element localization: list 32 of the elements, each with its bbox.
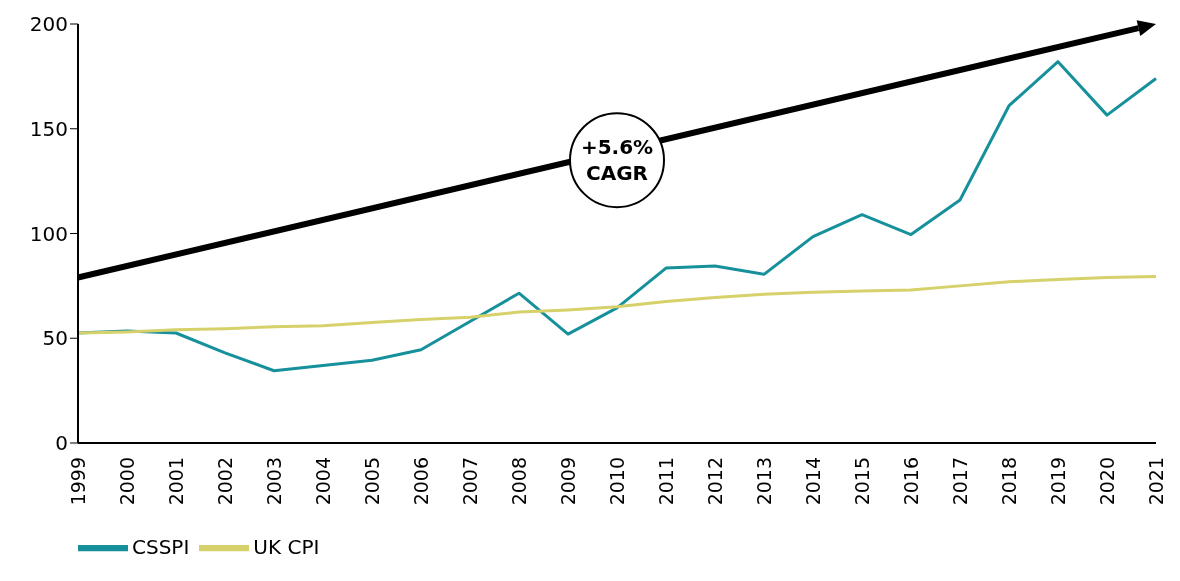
y-tick-label: 150 bbox=[29, 116, 68, 141]
x-tick-label: 2003 bbox=[263, 457, 285, 506]
y-tick-label: 50 bbox=[42, 326, 68, 351]
line-series bbox=[76, 274, 1158, 335]
x-tick-label: 2006 bbox=[410, 457, 432, 506]
x-tick-label: 2014 bbox=[802, 457, 824, 506]
x-tick-label: 2017 bbox=[949, 457, 971, 506]
x-tick-label: 2011 bbox=[655, 457, 677, 506]
legend-label: UK CPI bbox=[253, 534, 320, 559]
annotation: +5.6% CAGR bbox=[580, 135, 654, 186]
x-tick-label: 2004 bbox=[312, 457, 334, 506]
legend-label: CSSPI bbox=[132, 534, 190, 559]
x-tick-label: 2010 bbox=[606, 457, 628, 506]
x-tick-label: 2008 bbox=[508, 457, 530, 506]
x-tick-label: 2019 bbox=[1047, 457, 1069, 506]
x-tick-label: 2009 bbox=[557, 457, 579, 506]
x-tick-label: 2012 bbox=[704, 457, 726, 506]
x-tick-label: 2021 bbox=[1145, 457, 1167, 506]
x-tick-label: 2016 bbox=[900, 457, 922, 506]
x-tick-label: 2007 bbox=[459, 457, 481, 506]
x-tick-label: 2005 bbox=[361, 457, 383, 506]
y-tick-label: 100 bbox=[29, 221, 68, 246]
x-tick-label: 2015 bbox=[851, 457, 873, 506]
x-tick-label: 1999 bbox=[67, 457, 89, 506]
x-tick-label: 2018 bbox=[998, 457, 1020, 506]
x-tick-label: 2002 bbox=[214, 457, 236, 506]
x-tick-label: 2001 bbox=[165, 457, 187, 506]
x-tick-label: 2013 bbox=[753, 457, 775, 506]
y-tick-label: 200 bbox=[29, 12, 68, 37]
x-tick-label: 2000 bbox=[116, 457, 138, 506]
x-tick-label: 2020 bbox=[1096, 457, 1118, 506]
y-tick-label: 0 bbox=[55, 431, 68, 456]
